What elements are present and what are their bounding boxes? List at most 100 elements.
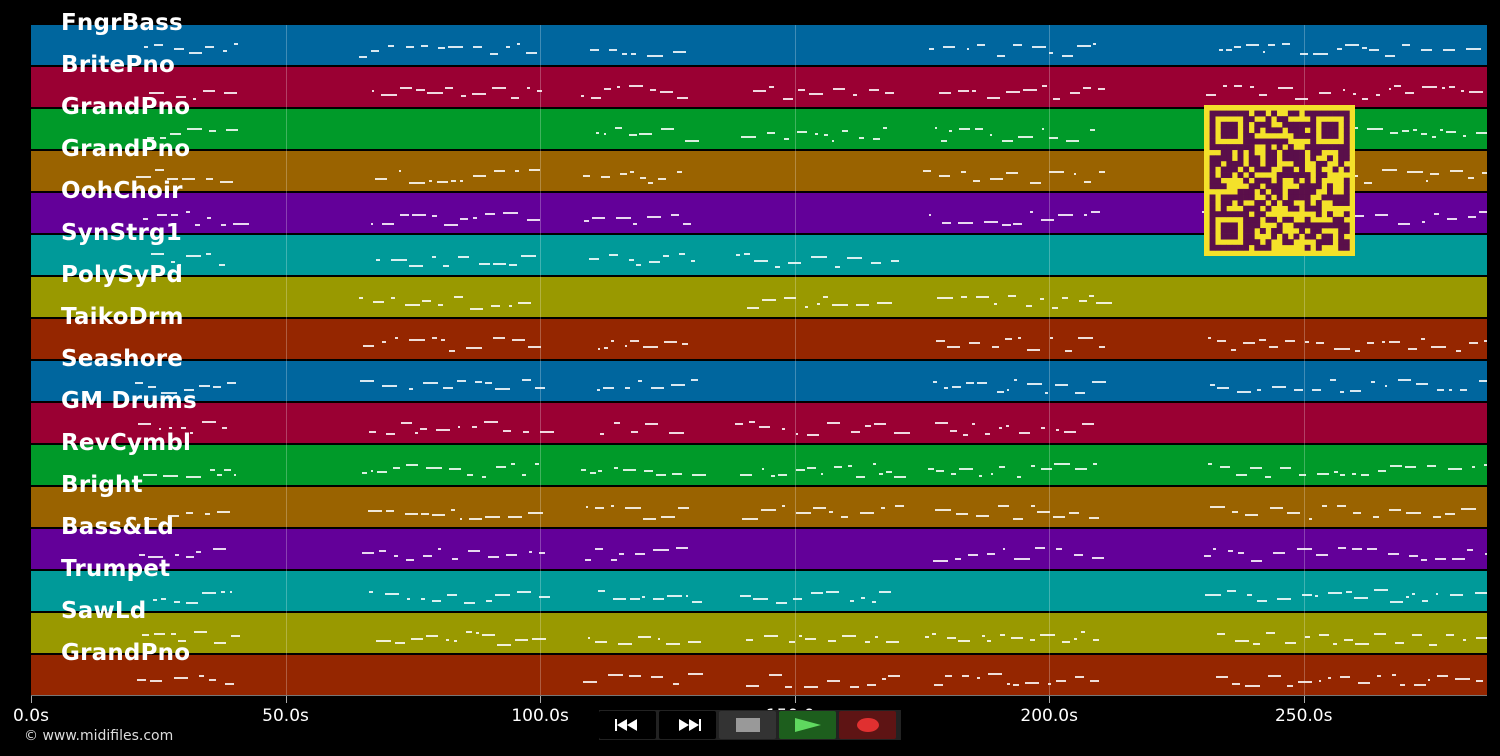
note-area <box>31 319 1487 359</box>
note-mark <box>775 602 788 604</box>
note-mark <box>886 641 899 643</box>
note-mark <box>1353 512 1361 514</box>
note-mark <box>949 130 952 132</box>
note-mark <box>1257 600 1267 602</box>
note-mark <box>180 427 187 429</box>
note-mark <box>1447 468 1462 470</box>
note-mark <box>1319 634 1329 636</box>
note-mark <box>798 635 803 637</box>
note-mark <box>158 428 162 430</box>
note-mark <box>1377 470 1387 472</box>
note-mark <box>1444 513 1456 515</box>
note-mark <box>1374 589 1389 591</box>
note-mark <box>1029 639 1035 641</box>
note-mark <box>1413 129 1418 131</box>
note-mark <box>421 45 429 47</box>
note-mark <box>196 551 201 553</box>
note-mark <box>408 265 423 267</box>
note-mark <box>1029 182 1041 184</box>
note-mark <box>203 90 215 92</box>
note-mark <box>604 133 606 135</box>
note-mark <box>1471 466 1475 468</box>
note-mark <box>975 515 989 517</box>
note-mark <box>175 96 187 98</box>
note-mark <box>650 89 657 91</box>
note-mark <box>1388 341 1401 343</box>
note-mark <box>768 86 774 88</box>
record-button[interactable] <box>839 711 896 739</box>
note-mark <box>743 253 751 255</box>
note-mark <box>1013 379 1018 381</box>
note-mark <box>611 505 615 507</box>
note-mark <box>670 214 680 216</box>
note-mark <box>609 49 618 51</box>
note-mark <box>615 127 622 129</box>
track-lane: Trumpet <box>31 556 1487 611</box>
note-mark <box>864 425 872 427</box>
note-mark <box>1207 463 1212 465</box>
note-mark <box>1063 431 1077 433</box>
note-mark <box>492 87 506 89</box>
note-area <box>31 277 1487 317</box>
note-mark <box>1330 379 1336 381</box>
note-mark <box>1001 224 1012 226</box>
note-mark <box>174 677 189 679</box>
note-mark <box>1381 169 1397 171</box>
note-mark <box>1041 219 1054 221</box>
note-mark <box>514 170 519 172</box>
note-mark <box>1421 600 1428 602</box>
note-mark <box>1302 594 1312 596</box>
note-mark <box>1082 423 1094 425</box>
note-mark <box>1018 136 1033 138</box>
note-mark <box>1435 593 1439 595</box>
note-mark <box>494 594 510 596</box>
note-mark <box>409 339 425 341</box>
note-area <box>31 529 1487 569</box>
note-mark <box>692 474 706 476</box>
note-mark <box>233 474 237 476</box>
note-mark <box>663 255 669 257</box>
fast-forward-button[interactable] <box>659 711 716 739</box>
stop-button[interactable] <box>719 711 776 739</box>
note-mark <box>962 675 970 677</box>
note-mark <box>888 675 901 677</box>
note-mark <box>467 474 474 476</box>
note-mark <box>509 264 517 266</box>
note-mark <box>841 516 849 518</box>
note-mark <box>1407 348 1418 350</box>
note-mark <box>1089 295 1094 297</box>
tick-label: 250.0s <box>1274 706 1333 726</box>
note-mark <box>1360 474 1369 476</box>
note-mark <box>1421 221 1425 223</box>
note-mark <box>1030 211 1034 213</box>
note-mark <box>233 43 239 45</box>
note-mark <box>449 468 462 470</box>
note-mark <box>506 46 511 48</box>
play-button[interactable] <box>779 711 836 739</box>
note-mark <box>762 299 776 301</box>
note-mark <box>987 640 992 642</box>
note-mark <box>502 430 512 432</box>
note-mark <box>822 296 828 298</box>
note-mark <box>1340 676 1350 678</box>
note-mark <box>1217 387 1230 389</box>
rewind-button[interactable] <box>599 711 656 739</box>
note-mark <box>936 297 953 299</box>
note-mark <box>376 640 391 642</box>
note-mark <box>1206 94 1217 96</box>
note-mark <box>1049 137 1059 139</box>
note-mark <box>1013 44 1022 46</box>
note-mark <box>221 427 227 429</box>
note-mark <box>1016 476 1021 478</box>
note-mark <box>161 392 177 394</box>
note-mark <box>883 127 888 129</box>
note-mark <box>1421 86 1437 88</box>
note-mark <box>951 473 956 475</box>
note-mark <box>928 468 935 470</box>
note-mark <box>965 382 975 384</box>
note-mark <box>653 549 669 551</box>
qr-code-icon <box>1204 105 1355 256</box>
note-mark <box>608 674 623 676</box>
note-mark <box>599 433 604 435</box>
note-mark <box>192 98 196 100</box>
